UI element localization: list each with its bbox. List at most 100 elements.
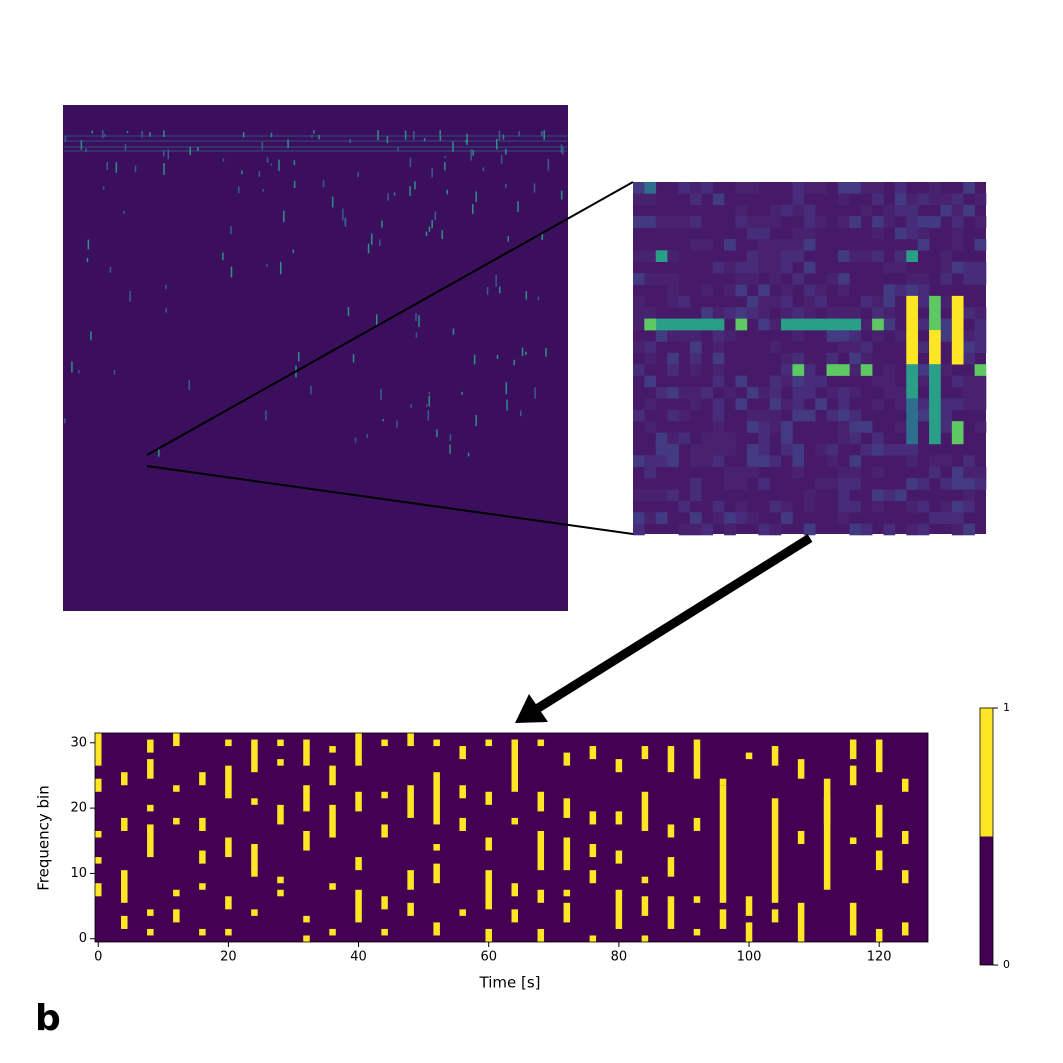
event-cell [199,817,206,831]
texture [311,135,313,138]
texture [349,138,352,143]
texture [849,216,862,228]
event-cell [147,804,154,812]
texture [963,455,975,467]
texture [475,191,477,203]
texture [262,188,264,192]
texture [837,284,850,297]
texture [974,375,987,388]
texture [701,238,714,251]
texture [769,409,782,422]
texture [803,375,816,388]
texture [746,307,759,319]
texture [860,250,873,263]
texture [792,227,805,240]
texture [906,307,918,319]
texture [803,523,816,536]
texture [849,455,862,467]
texture [655,273,668,285]
texture [452,141,454,152]
texture [667,432,679,445]
texture [974,478,987,490]
texture [849,330,862,342]
texture [258,171,261,177]
texture [655,250,668,263]
event-cell [745,896,753,916]
event-cell [147,759,154,779]
texture [917,478,930,490]
texture [495,274,497,287]
texture [872,307,884,319]
event-cell [355,733,362,766]
texture [917,523,930,536]
texture [449,434,452,441]
texture [746,443,759,456]
event-cell [667,857,675,877]
texture [724,284,736,297]
texture [837,386,850,399]
texture [815,398,827,411]
event-cell [589,935,597,942]
texture [940,478,953,490]
texture [894,204,907,217]
event-cell [537,739,545,747]
texture [917,273,930,285]
texture [644,193,657,206]
texture [872,398,884,411]
texture [883,386,896,399]
event-cell [277,804,284,825]
texture [525,291,528,300]
event-cell [875,804,883,838]
texture [426,404,428,407]
texture [746,455,759,467]
texture [465,139,467,143]
texture [974,318,987,331]
texture [758,295,770,308]
texture [496,354,499,360]
texture [534,387,536,399]
texture [826,386,839,399]
texture [633,250,645,263]
texture [644,421,657,433]
texture [712,261,725,274]
texture [929,307,941,319]
texture [872,443,884,456]
overview-texture [64,130,567,457]
texture [644,455,657,467]
texture [951,295,964,308]
texture [849,500,862,513]
event-cell [251,739,258,773]
texture [894,193,907,206]
texture [466,133,468,145]
event-cell [589,811,597,825]
texture [689,182,702,194]
texture [746,273,759,285]
event-cell [563,902,571,923]
texture [781,421,793,433]
texture [815,216,827,228]
event-cell [615,811,623,825]
texture [380,388,382,400]
texture [769,216,782,228]
texture [815,182,827,194]
texture [386,136,389,144]
texture [441,230,444,240]
texture [906,375,918,388]
texture [803,386,816,399]
texture [940,500,953,513]
texture [906,523,918,536]
texture [80,140,83,150]
texture [746,409,759,422]
texture [644,250,657,263]
texture [826,307,839,319]
texture [689,364,702,376]
texture [792,364,805,376]
texture [849,341,862,354]
texture [940,250,953,263]
texture [667,409,679,422]
texture [689,455,702,467]
event-cell [511,883,519,897]
texture [149,132,151,137]
texture [951,398,964,411]
texture [951,500,964,513]
